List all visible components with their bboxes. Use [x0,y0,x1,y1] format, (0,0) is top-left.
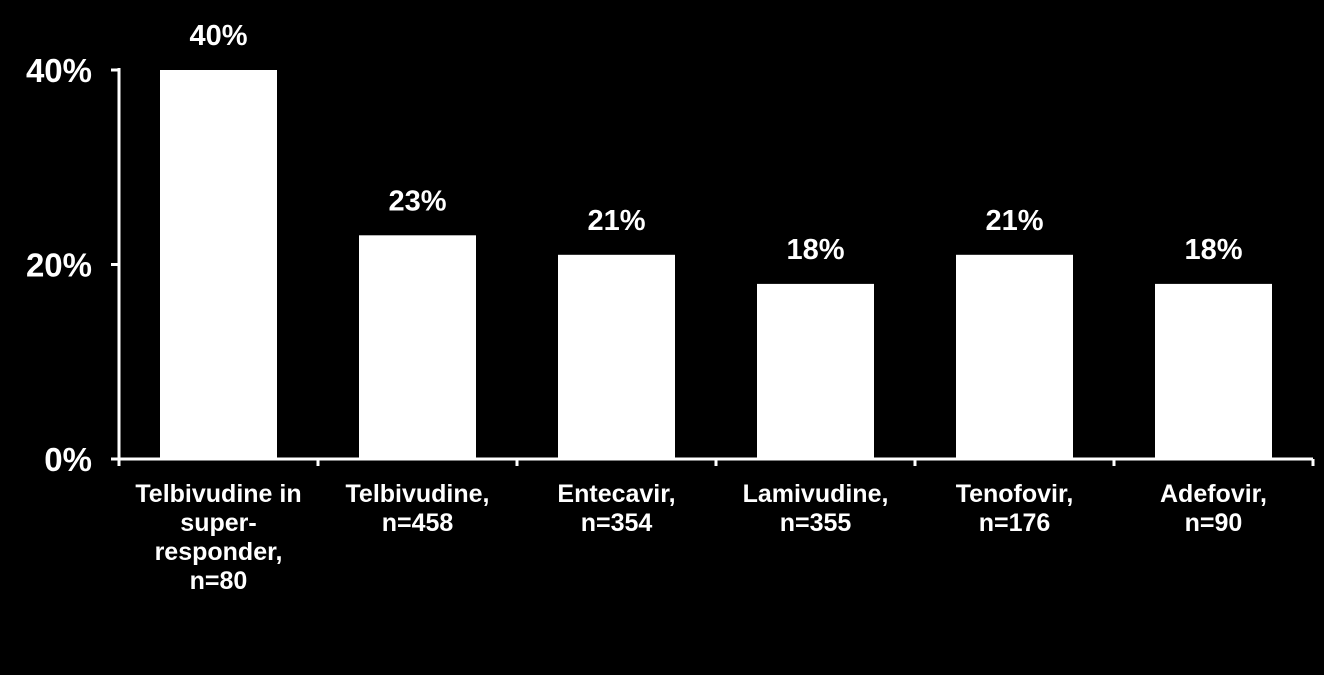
bars [160,70,1272,459]
category-label-1: Telbivudine in super- responder, n=80 [135,480,302,595]
bar-5 [956,254,1073,459]
y-tick-label-1: 20% [26,247,92,284]
category-label-5: Tenofovir, n=176 [955,480,1074,537]
data-label-5: 21% [985,205,1043,237]
y-tick-label-2: 40% [26,52,92,89]
data-label-3: 21% [587,205,645,237]
data-label-4: 18% [786,234,844,266]
data-labels: 40% 23% 21% 18% 21% 18% [189,20,1242,266]
bar-6 [1155,283,1272,459]
bar-3 [558,254,675,459]
bar-4 [757,283,874,459]
data-label-2: 23% [388,185,446,217]
category-label-4: Lamivudine, n=355 [742,480,889,537]
axes: 0% 20% 40% [26,52,1315,478]
data-label-1: 40% [189,20,247,52]
category-label-2: Telbivudine, n=458 [345,480,490,537]
y-tick-label-0: 0% [44,441,92,478]
data-label-6: 18% [1184,234,1242,266]
category-label-3: Entecavir, n=354 [557,480,676,537]
bar-2 [359,235,476,459]
bar-1 [160,70,277,459]
category-label-6: Adefovir, n=90 [1160,480,1267,537]
